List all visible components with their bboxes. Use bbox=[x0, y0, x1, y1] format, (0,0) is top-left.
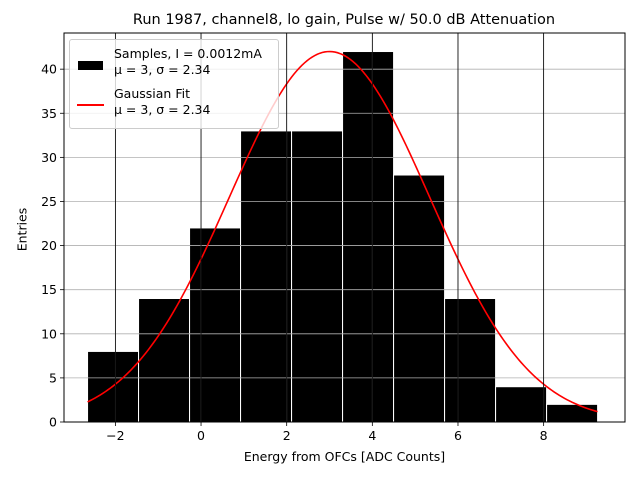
chart-title: Run 1987, channel8, lo gain, Pulse w/ 50… bbox=[132, 12, 556, 28]
y-tick-label: 10 bbox=[41, 326, 57, 341]
histogram-bar bbox=[189, 227, 242, 423]
x-tick-label: 6 bbox=[454, 428, 462, 443]
x-tick-label: 8 bbox=[540, 428, 548, 443]
histogram-bar bbox=[138, 298, 191, 423]
legend-sublabel-samples: μ = 3, σ = 2.34 bbox=[114, 62, 211, 77]
legend-sublabel-fit: μ = 3, σ = 2.34 bbox=[114, 102, 211, 117]
y-tick-label: 15 bbox=[41, 282, 57, 297]
y-tick-label: 35 bbox=[41, 106, 57, 121]
histogram-bar bbox=[291, 130, 344, 423]
y-tick-label: 30 bbox=[41, 150, 57, 165]
x-tick-label: 4 bbox=[368, 428, 376, 443]
axes-frame bbox=[63, 32, 626, 423]
y-tick-label: 20 bbox=[41, 238, 57, 253]
legend-swatch-samples bbox=[78, 61, 103, 70]
y-tick-label: 25 bbox=[41, 194, 57, 209]
histogram-bar bbox=[444, 298, 497, 423]
y-tick-label: 40 bbox=[41, 62, 57, 77]
x-axis-label: Energy from OFCs [ADC Counts] bbox=[243, 449, 446, 464]
x-tick-label: 0 bbox=[197, 428, 205, 443]
gaussian-fit-line bbox=[87, 50, 598, 413]
y-axis-label: Entries bbox=[14, 207, 30, 252]
legend-label-samples: Samples, I = 0.0012mA bbox=[114, 46, 262, 61]
histogram-bar bbox=[240, 130, 293, 423]
y-ticks: 0 5 10 15 20 25 30 35 40 bbox=[41, 62, 64, 430]
histogram-bar bbox=[495, 386, 548, 423]
x-tick-label: 2 bbox=[283, 428, 291, 443]
y-tick-label: 0 bbox=[49, 415, 57, 430]
y-tick-label: 5 bbox=[49, 370, 57, 385]
legend: Samples, I = 0.0012mA μ = 3, σ = 2.34 Ga… bbox=[69, 39, 279, 129]
histogram-bar bbox=[546, 403, 599, 423]
legend-swatch-fit bbox=[77, 104, 104, 106]
x-tick-label: −2 bbox=[106, 428, 124, 443]
legend-label-fit: Gaussian Fit bbox=[114, 86, 190, 101]
